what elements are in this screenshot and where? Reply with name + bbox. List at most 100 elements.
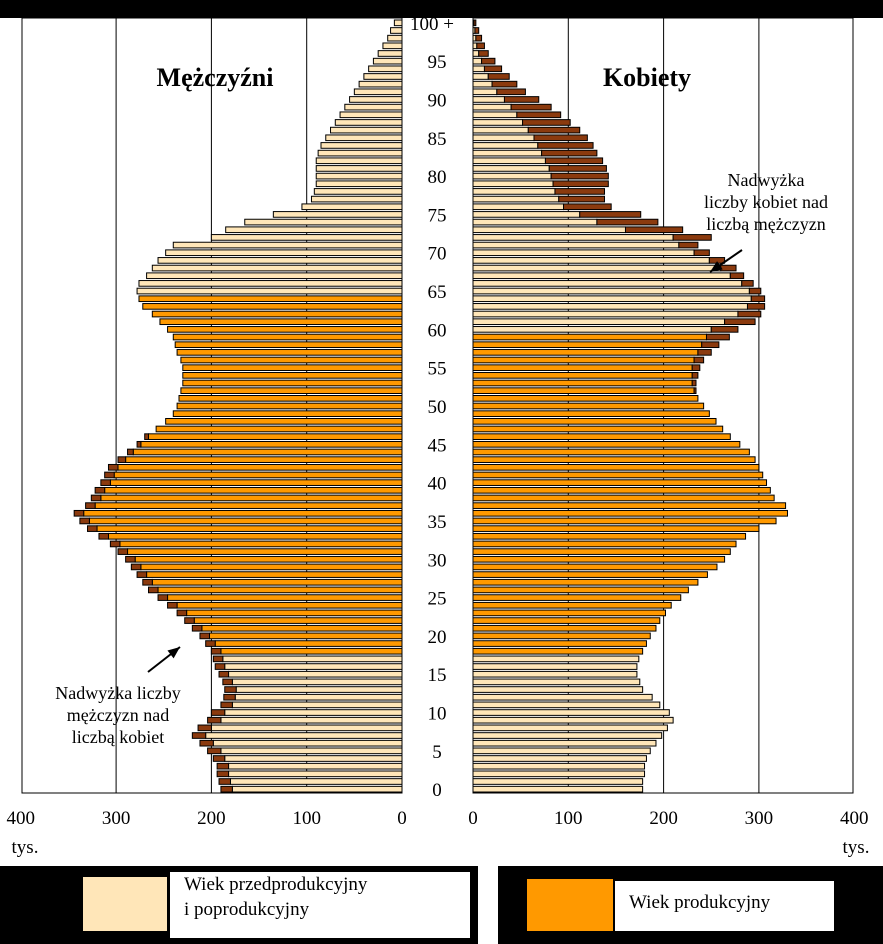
legend-label-non-productive-line1: Wiek przedprodukcyjny	[184, 874, 368, 895]
bar-men	[205, 732, 403, 739]
bar-men-surplus	[216, 762, 230, 770]
bar-men	[231, 701, 403, 709]
x-tick-label-left: 100	[292, 808, 321, 829]
bar-men-surplus	[117, 456, 127, 463]
bar-men-surplus	[167, 601, 178, 609]
legend-swatch-productive	[526, 878, 614, 932]
bar-men	[272, 211, 403, 218]
bar-men-surplus	[144, 433, 150, 440]
bar-women	[472, 264, 722, 272]
bar-men	[136, 287, 403, 295]
bar-women	[472, 195, 560, 203]
bar-women-surplus	[563, 203, 612, 211]
bar-men	[353, 88, 403, 96]
bar-women	[472, 778, 644, 785]
bar-men-surplus	[142, 578, 153, 586]
bar-women	[472, 571, 708, 578]
bar-men	[220, 747, 403, 755]
bar-men	[229, 778, 403, 785]
bar-women	[472, 341, 703, 349]
bar-men	[390, 27, 403, 34]
bar-women-surplus	[552, 180, 609, 188]
bar-women	[472, 73, 489, 80]
bar-women	[472, 303, 748, 310]
bar-women	[472, 647, 644, 655]
bar-women	[472, 157, 546, 165]
bar-women	[472, 42, 478, 50]
bar-men	[310, 195, 403, 203]
annotation-women-surplus-line: Nadwyżka	[728, 170, 805, 190]
bar-men	[176, 601, 403, 609]
x-tick-label-right: 100	[554, 808, 583, 829]
bar-men	[165, 417, 403, 425]
annotation-men-surplus-line: Nadwyżka liczby	[55, 683, 180, 703]
bar-women	[472, 249, 695, 257]
age-tick-label: 80	[428, 167, 447, 188]
bar-men	[210, 724, 403, 732]
bar-men-surplus	[210, 647, 222, 655]
age-tick-label: 10	[428, 704, 447, 725]
bar-men	[330, 126, 403, 134]
bar-men	[140, 440, 403, 448]
bar-men	[208, 632, 403, 640]
age-tick-label: 40	[428, 474, 447, 495]
bar-women	[472, 479, 768, 486]
bar-women	[472, 755, 647, 762]
bar-women	[472, 172, 552, 180]
bar-men	[368, 65, 403, 73]
bar-women	[472, 525, 760, 532]
bar-men	[201, 624, 403, 632]
bar-men-surplus	[220, 701, 233, 709]
bar-women	[472, 218, 598, 226]
bar-men	[325, 134, 403, 142]
bar-men	[138, 295, 403, 303]
bar-women-surplus	[503, 96, 540, 103]
bar-men-surplus	[199, 632, 210, 640]
age-tick-label: 70	[428, 244, 447, 265]
bar-men-surplus	[73, 509, 85, 517]
bar-men	[96, 525, 403, 532]
bar-women	[472, 578, 699, 586]
bar-women-surplus	[596, 218, 659, 226]
bar-men	[148, 433, 403, 440]
bar-men	[234, 693, 403, 701]
x-tick-label-right: 200	[649, 808, 678, 829]
age-tick-label: 50	[428, 397, 447, 418]
bar-men	[104, 486, 403, 494]
bar-women	[472, 548, 731, 555]
bar-men	[315, 180, 403, 188]
bar-men-surplus	[216, 770, 230, 778]
age-tick-label: 15	[428, 665, 447, 686]
bar-women	[472, 785, 644, 793]
bar-men	[176, 349, 403, 356]
bar-men	[377, 50, 403, 57]
bar-men	[125, 456, 403, 463]
age-tick-label: 0	[432, 780, 442, 801]
bar-women-surplus	[729, 272, 745, 280]
bar-men	[224, 755, 403, 762]
bar-men	[172, 410, 403, 417]
bar-women	[472, 463, 760, 471]
bar-women-surplus	[693, 387, 697, 395]
bar-women-surplus	[474, 27, 480, 34]
bar-men	[358, 80, 403, 88]
bar-men-surplus	[87, 525, 98, 532]
bar-men	[315, 165, 403, 172]
bar-women	[472, 586, 689, 594]
bar-women	[472, 287, 750, 295]
bar-women	[472, 624, 657, 632]
bar-men	[220, 647, 403, 655]
bar-women	[472, 532, 747, 540]
bar-men	[372, 57, 403, 65]
bar-women	[472, 88, 498, 96]
bar-men	[210, 234, 403, 241]
bar-men	[83, 509, 403, 517]
bar-women	[472, 494, 775, 502]
x-tick-label-left: 300	[102, 808, 131, 829]
bar-men-surplus	[94, 486, 106, 494]
bar-men	[100, 494, 403, 502]
bar-women	[472, 540, 737, 548]
annotation-men-surplus-line: liczbą kobiet	[72, 727, 164, 747]
x-tick-label-right: 0	[468, 808, 478, 829]
bar-women	[472, 188, 556, 195]
